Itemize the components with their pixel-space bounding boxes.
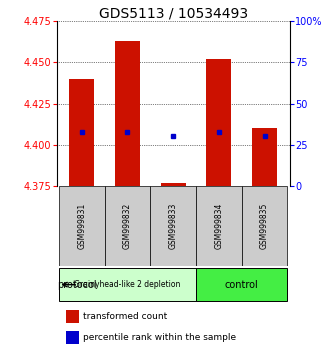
Text: GSM999834: GSM999834 <box>214 203 223 249</box>
Text: control: control <box>225 280 259 290</box>
Text: GSM999835: GSM999835 <box>260 203 269 249</box>
Bar <box>59 186 105 266</box>
Bar <box>206 59 231 186</box>
Bar <box>66 309 79 323</box>
Bar <box>105 186 150 266</box>
Title: GDS5113 / 10534493: GDS5113 / 10534493 <box>99 6 248 20</box>
Text: Grainyhead-like 2 depletion: Grainyhead-like 2 depletion <box>74 280 180 289</box>
Bar <box>66 331 79 344</box>
Text: GSM999833: GSM999833 <box>168 203 178 249</box>
Bar <box>59 268 196 301</box>
Bar <box>196 268 287 301</box>
Bar <box>196 186 242 266</box>
Bar <box>69 79 94 186</box>
Bar <box>252 128 277 186</box>
Text: transformed count: transformed count <box>83 312 168 321</box>
Bar <box>150 186 196 266</box>
Bar <box>161 183 186 186</box>
Text: percentile rank within the sample: percentile rank within the sample <box>83 333 236 342</box>
Text: GSM999832: GSM999832 <box>123 203 132 249</box>
Text: GSM999831: GSM999831 <box>77 203 86 249</box>
Text: protocol: protocol <box>57 280 97 290</box>
Bar <box>115 41 140 186</box>
Bar <box>242 186 287 266</box>
